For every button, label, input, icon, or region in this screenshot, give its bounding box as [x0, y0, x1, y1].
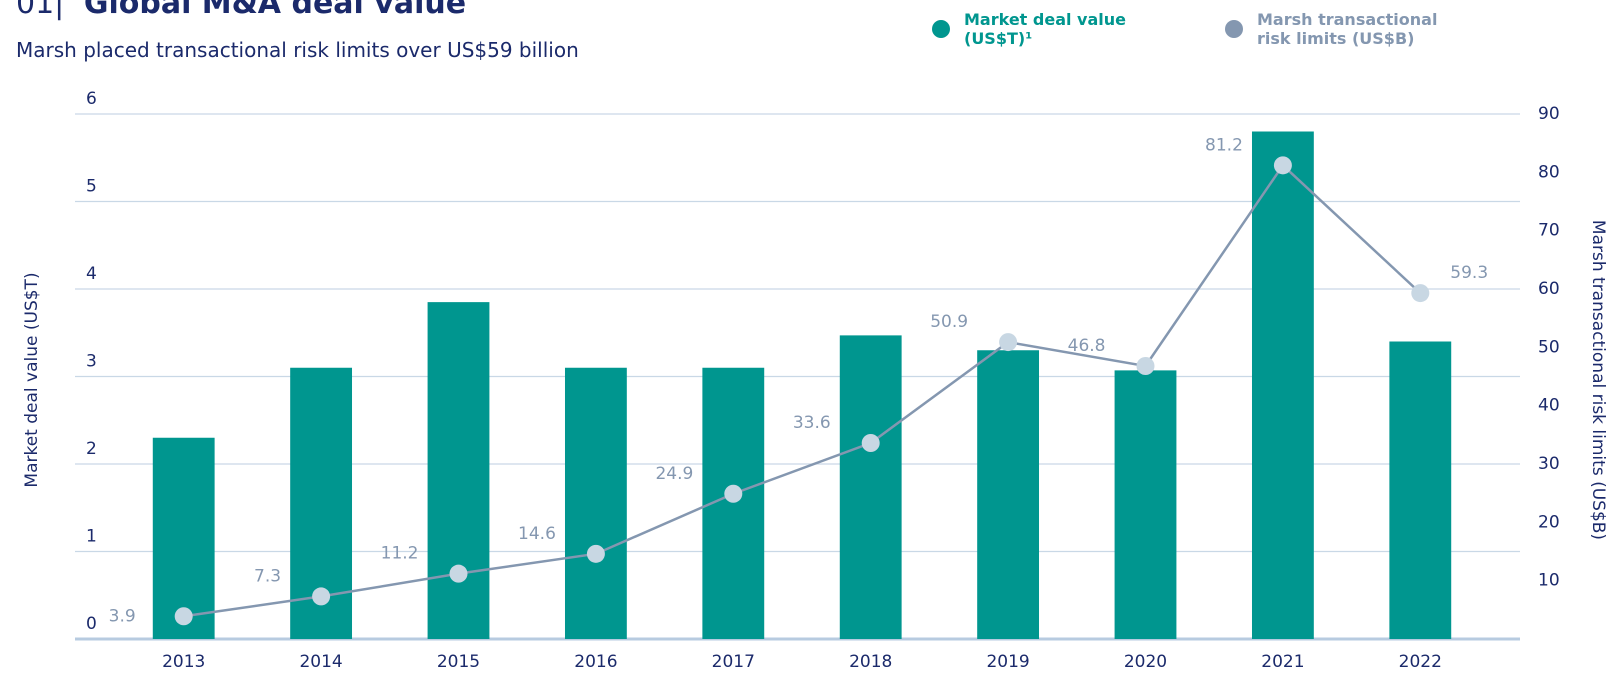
x-tick-label: 2019	[986, 652, 1029, 672]
bar	[564, 367, 627, 639]
y-axis-label: Market deal value (US$T)	[22, 272, 42, 487]
data-label: 7.3	[254, 566, 281, 586]
x-tick-label: 2020	[1124, 652, 1167, 672]
y-tick-label: 2	[86, 439, 97, 459]
bar	[839, 335, 902, 639]
y-tick-label: 0	[86, 614, 97, 634]
chart-title: Global M&A deal value	[83, 0, 467, 21]
line-marker	[312, 587, 331, 606]
y-tick-label: 4	[86, 264, 97, 284]
data-label: 81.2	[1205, 135, 1243, 155]
x-tick-label: 2022	[1399, 652, 1442, 672]
bar	[1389, 341, 1452, 639]
bar	[152, 437, 215, 639]
y-tick-label: 3	[86, 352, 97, 372]
data-label: 3.9	[109, 606, 136, 626]
line	[183, 163, 1422, 618]
line-marker	[1411, 284, 1430, 303]
x-tick-label: 2021	[1261, 652, 1304, 672]
legend-item: Marsh transactional risk limits (US$B)	[1225, 10, 1457, 48]
data-label: 33.6	[793, 413, 831, 433]
legend-marker	[1225, 20, 1243, 38]
y2-tick-label: 60	[1538, 279, 1560, 299]
y-tick-label: 5	[86, 177, 97, 197]
y-tick-label: 1	[86, 527, 97, 547]
legend-item: Market deal value (US$T)¹	[932, 10, 1164, 48]
bar	[977, 350, 1040, 639]
line-marker	[999, 333, 1018, 352]
line-marker	[1136, 357, 1155, 375]
x-tick-label: 2015	[437, 652, 480, 672]
y2-tick-label: 80	[1538, 162, 1560, 182]
line-marker	[174, 607, 193, 626]
data-label: 50.9	[930, 312, 968, 332]
line-marker	[586, 544, 605, 563]
y2-tick-label: 70	[1538, 221, 1560, 241]
x-tick-label: 2014	[299, 652, 342, 672]
legend-marker	[932, 20, 950, 38]
subtitle: Marsh placed transactional risk limits o…	[16, 38, 579, 62]
y2-tick-label: 10	[1538, 571, 1560, 591]
x-tick-label: 2017	[712, 652, 755, 672]
bar	[427, 302, 490, 639]
data-label: 11.2	[381, 544, 419, 564]
y-tick-label: 6	[86, 89, 97, 109]
x-tick-label: 2016	[574, 652, 617, 672]
x-tick-label: 2013	[162, 652, 205, 672]
data-label: 14.6	[518, 524, 556, 544]
section-number: 01|	[16, 0, 65, 21]
y2-tick-label: 40	[1538, 396, 1560, 416]
bar	[1251, 131, 1314, 639]
data-label: 24.9	[655, 464, 693, 484]
bar	[1114, 370, 1177, 639]
x-tick-label: 2018	[849, 652, 892, 672]
y2-tick-label: 30	[1538, 454, 1560, 474]
title-row: 01| Global M&A deal value	[16, 0, 466, 21]
data-label: 59.3	[1450, 263, 1488, 283]
legend-label: Marsh transactional risk limits (US$B)	[1257, 10, 1438, 48]
y2-axis-label: Marsh transactional risk limits (US$B)	[1588, 220, 1608, 540]
y2-tick-label: 90	[1538, 104, 1560, 124]
data-label: 46.8	[1068, 336, 1106, 356]
y2-tick-label: 20	[1538, 512, 1560, 532]
line-marker	[449, 564, 468, 583]
legend-label: Market deal value (US$T)¹	[964, 10, 1126, 48]
line-marker	[1273, 156, 1292, 175]
line-marker	[724, 484, 743, 503]
y2-tick-label: 50	[1538, 337, 1560, 357]
line-marker	[861, 434, 880, 452]
